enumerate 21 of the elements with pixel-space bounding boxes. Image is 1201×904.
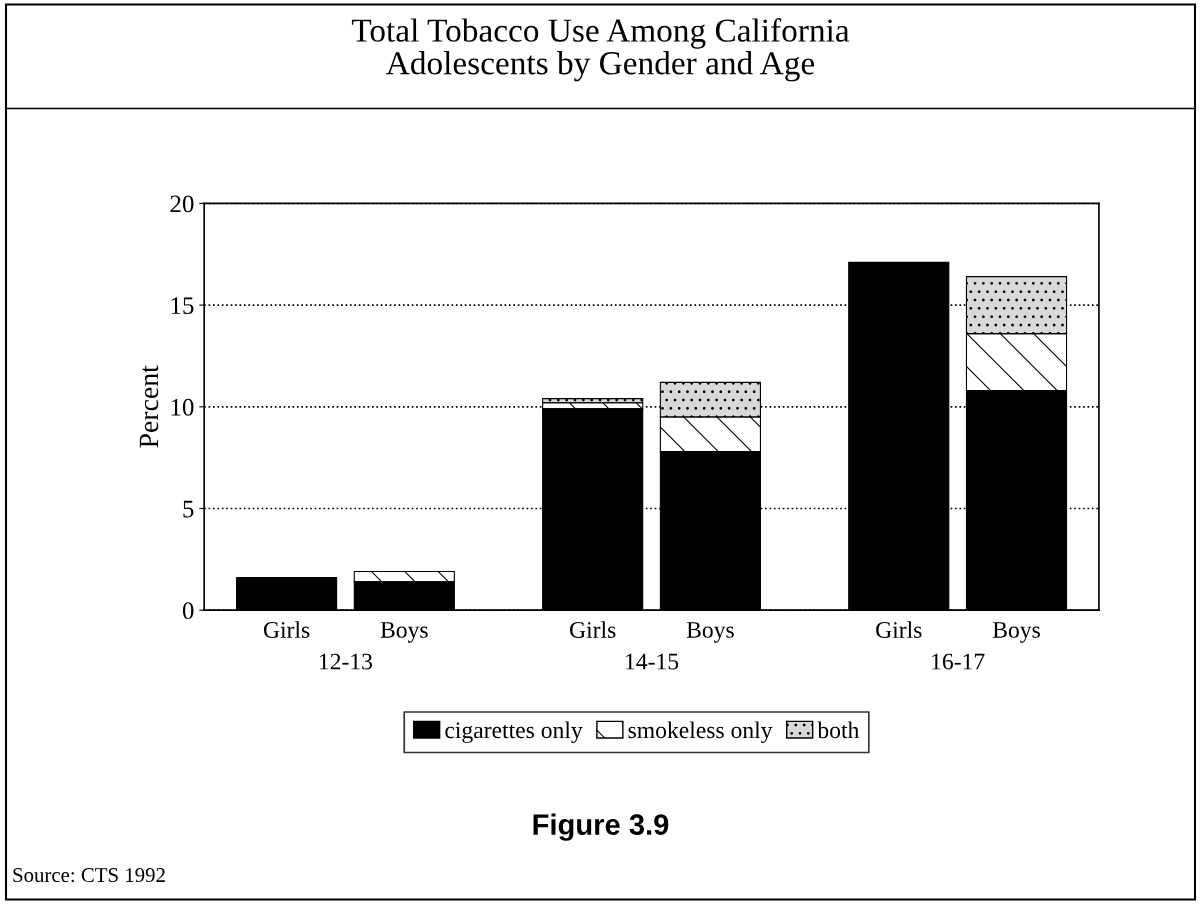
- legend-label: smokeless only: [628, 721, 773, 744]
- x-tick-label: Boys: [380, 622, 428, 643]
- x-tick-label: Girls: [570, 621, 616, 638]
- y-tick-label: 15: [171, 297, 194, 315]
- x-tick-label: Girls: [263, 621, 310, 638]
- y-axis-title: Percent: [139, 365, 159, 448]
- text: 14-15: [626, 653, 679, 670]
- legend-label: both: [817, 721, 860, 739]
- legend-label: cigarettes only: [445, 721, 583, 744]
- source-note: Source: CTS 1992: [13, 868, 165, 883]
- x-tick-label: Girls: [876, 621, 922, 638]
- y-tick-label: 10: [171, 398, 194, 416]
- caption: Figure 3.9: [533, 813, 669, 841]
- text: 12-13: [319, 653, 373, 670]
- text: 16-17: [932, 653, 985, 670]
- x-tick-label: Boys: [992, 622, 1040, 643]
- y-tick-label: 5: [183, 500, 194, 518]
- x-tick-label: Boys: [686, 622, 734, 643]
- y-tick-label: 0: [182, 602, 194, 620]
- chart-title: Total Tobacco Use Among California Adolescents by Gender and Age: [351, 18, 850, 82]
- y-tick-label: 20: [170, 195, 194, 213]
